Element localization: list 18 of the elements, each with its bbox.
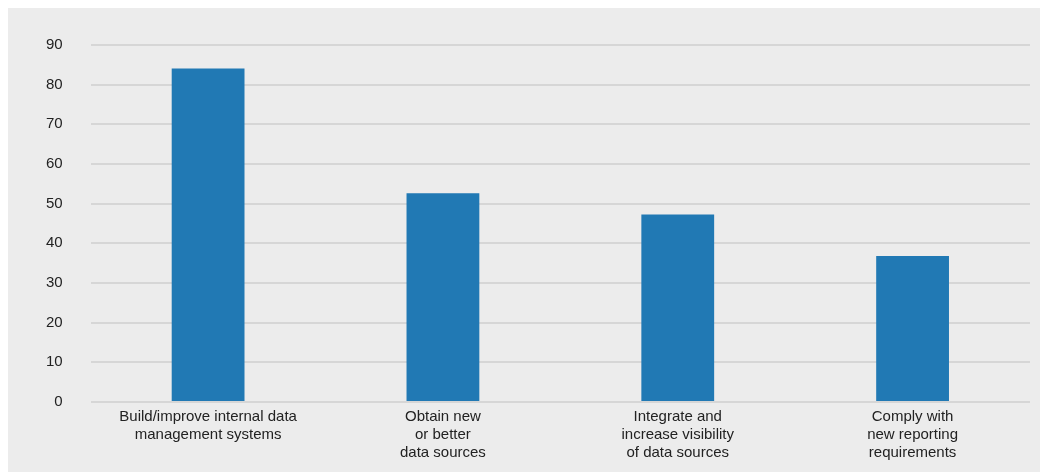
bar	[876, 256, 949, 401]
y-tick-label: 20	[46, 312, 63, 330]
y-tick-label: 0	[54, 392, 63, 410]
y-tick-label: 80	[46, 74, 63, 92]
y-tick-label: 30	[46, 273, 63, 291]
y-tick-label: 90	[46, 35, 63, 53]
x-tick-label: Obtain new or better data sources	[399, 407, 486, 461]
bar	[406, 193, 480, 401]
y-tick-label: 70	[46, 114, 63, 132]
bar	[171, 68, 245, 401]
bar	[641, 214, 715, 401]
x-tick-label: Integrate and increase visibility of data sources	[621, 407, 735, 461]
y-tick-label: 50	[46, 193, 63, 211]
y-tick-label: 40	[46, 233, 63, 251]
x-tick-label: Build/improve internal data management systems	[119, 407, 298, 443]
x-tick-label: Comply with new reporting requirements	[867, 407, 959, 461]
y-tick-label: 60	[46, 154, 63, 172]
y-tick-label: 10	[46, 352, 63, 370]
